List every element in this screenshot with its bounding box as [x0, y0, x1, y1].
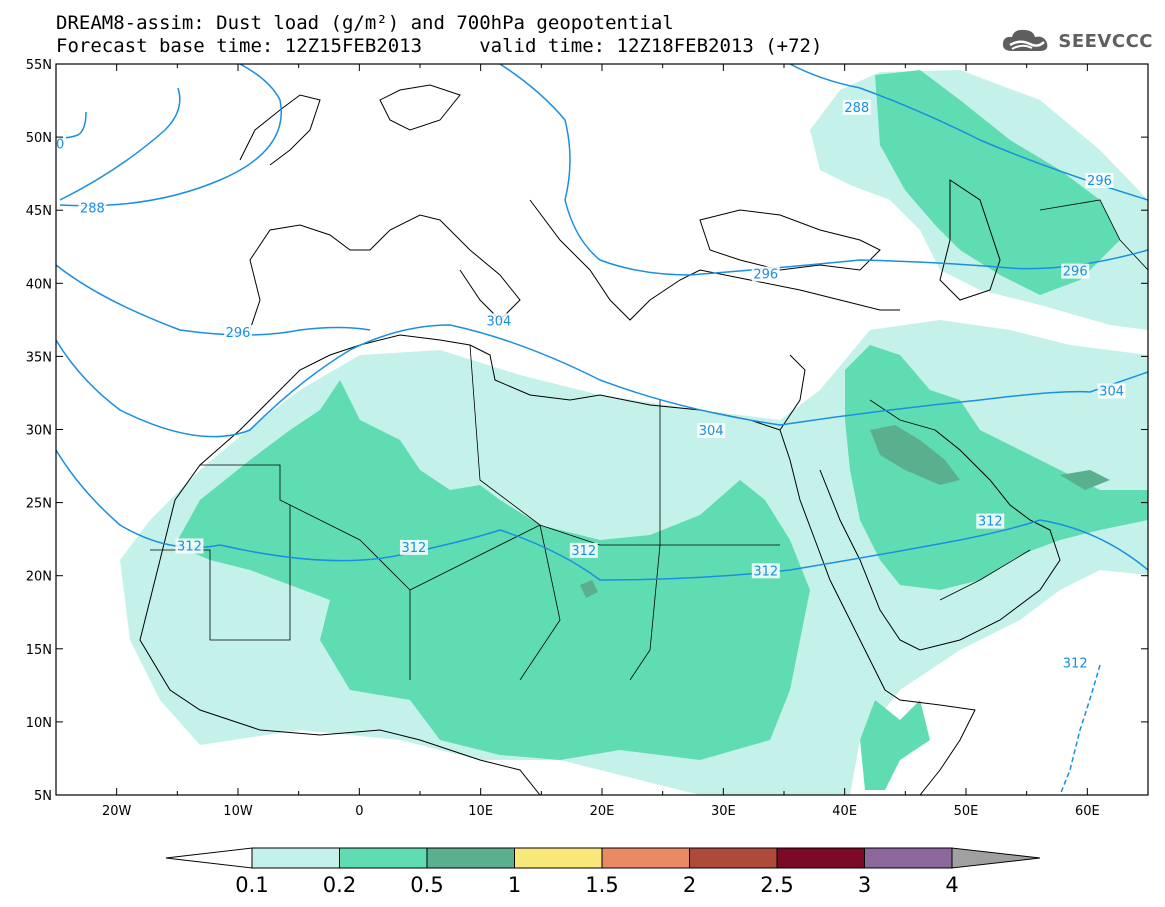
contour-labels: 288 296 296 296 304 304 312 312 312 312 80 288 296 30… — [48, 99, 1126, 671]
contour-label-bg — [1061, 655, 1090, 671]
contour-label-bg — [175, 538, 204, 554]
colorbar-under-arrow — [165, 847, 253, 869]
latitude-axis: 55N 50N 45N 40N 35N 30N 25N 20N 15N 10N 5N — [26, 58, 1148, 804]
contour-label: 288 — [844, 101, 869, 116]
lat-label: 25N — [26, 497, 52, 512]
contour-label-bg — [224, 325, 252, 341]
contour-label-bg — [751, 563, 780, 579]
contour-label: 80 — [48, 137, 65, 152]
colorbar-label: 0.2 — [323, 873, 356, 897]
contour-label: 296 — [1087, 174, 1112, 189]
colorbar-swatch — [339, 847, 428, 869]
contour-label: 304 — [1099, 384, 1124, 399]
contour-label-bg — [1061, 263, 1090, 279]
map-title-line-2: Forecast base time: 12Z15FEB2013 valid t… — [56, 35, 823, 57]
colorbar-label: 1.5 — [585, 873, 618, 897]
colorbar-swatch — [776, 847, 865, 869]
contour-label-bg — [697, 422, 726, 438]
contour-label-bg — [842, 99, 871, 115]
contour-label: 312 — [177, 539, 202, 554]
lat-label: 30N — [26, 424, 52, 439]
contour-label: 296 — [1063, 265, 1088, 280]
contour-label-bg — [56, 136, 66, 152]
colorbar-label: 2 — [683, 873, 696, 897]
colorbar-over-arrow — [951, 847, 1041, 869]
contour-label: 312 — [978, 515, 1003, 530]
lat-label: 45N — [26, 204, 52, 219]
colorbar-label: 0.1 — [235, 873, 268, 897]
lat-label: 10N — [26, 716, 52, 731]
contour-label: 288 — [80, 202, 105, 217]
lat-label: 50N — [26, 131, 52, 146]
map-title-line-1: DREAM8-assim: Dust load (g/m²) and 700hP… — [56, 12, 674, 34]
colorbar-swatch — [864, 847, 953, 869]
colorbar-swatch — [601, 847, 690, 869]
colorbar-swatch — [251, 847, 340, 869]
contour-label: 312 — [1063, 656, 1088, 671]
contour-label-bg — [484, 313, 513, 329]
contour-label-bg — [78, 200, 107, 216]
contour-label-bg — [751, 266, 780, 282]
colorbar-label: 1 — [508, 873, 521, 897]
lon-label: 10E — [468, 804, 493, 819]
colorbar-label: 4 — [945, 873, 958, 897]
lon-label: 50E — [954, 804, 979, 819]
lat-label: 55N — [26, 58, 52, 73]
lat-label: 35N — [26, 350, 52, 365]
lon-label: 40E — [832, 804, 857, 819]
lon-label: 0 — [355, 804, 363, 819]
contour-label-bg — [1085, 172, 1114, 188]
lat-label: 20N — [26, 570, 52, 585]
lat-label: 40N — [26, 277, 52, 292]
contour-label-bg — [569, 542, 598, 558]
dust-colorbar: 0.1 0.2 0.5 1 1.5 2 2.5 3 4 — [165, 847, 1041, 897]
lon-label: 20E — [590, 804, 615, 819]
colorbar-label: 2.5 — [760, 873, 793, 897]
dust-shading-high — [580, 425, 1110, 598]
colorbar-swatch — [689, 847, 778, 869]
contour-label: 304 — [699, 424, 724, 439]
coastlines — [139, 84, 1061, 795]
colorbar-label: 0.5 — [410, 873, 443, 897]
lon-label: 30E — [711, 804, 736, 819]
contour-label: 312 — [571, 544, 596, 559]
colorbar-swatch — [514, 847, 603, 869]
contour-label: 304 — [486, 314, 511, 329]
seevccc-logo: SEEVCCC — [1000, 26, 1153, 56]
contour-label-bg — [976, 513, 1005, 529]
longitude-axis: 20W 10W 0 10E 20E 30E 40E 50E 60E — [55, 64, 1149, 819]
lon-label: 10W — [223, 804, 253, 819]
contour-label: 296 — [753, 268, 778, 283]
cloud-icon — [1003, 29, 1048, 51]
contour-label: 312 — [753, 564, 778, 579]
contour-label-bg — [1097, 383, 1126, 399]
logo-text: SEEVCCC — [1058, 30, 1153, 52]
lat-label: 5N — [34, 789, 52, 804]
contour-label-bg — [399, 539, 428, 555]
contour-label: 296 — [226, 326, 251, 341]
colorbar-swatch — [426, 847, 515, 869]
colorbar-label: 3 — [858, 873, 871, 897]
lon-label: 60E — [1075, 804, 1100, 819]
contour-label: 312 — [402, 541, 427, 556]
lat-label: 15N — [26, 643, 52, 658]
lon-label: 20W — [102, 804, 132, 819]
